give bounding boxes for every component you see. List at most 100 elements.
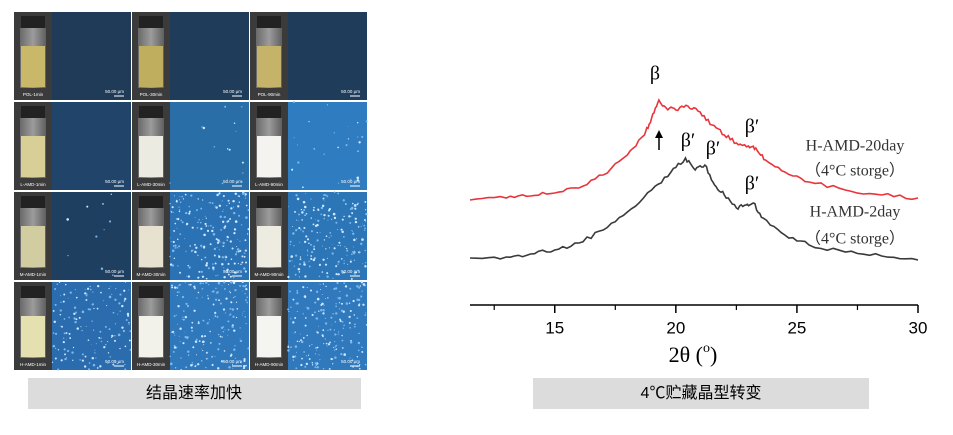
crystal-speck xyxy=(52,332,55,334)
crystal-speck xyxy=(322,312,325,315)
crystal-speck xyxy=(186,304,190,308)
crystal-speck xyxy=(308,345,311,347)
crystal-speck xyxy=(91,303,95,306)
crystal-speck xyxy=(296,340,299,343)
series-note: （4°C storge） xyxy=(805,230,905,248)
crystal-speck xyxy=(228,202,231,204)
micrograph xyxy=(288,12,367,100)
scale-label: 50.00 μm xyxy=(341,359,360,364)
crystal-speck xyxy=(192,249,194,251)
crystal-speck xyxy=(205,217,207,219)
crystal-speck xyxy=(90,288,92,291)
crystal-speck xyxy=(172,245,175,247)
crystal-speck xyxy=(208,202,210,204)
crystal-speck xyxy=(201,348,203,350)
crystal-speck xyxy=(232,315,235,318)
crystal-speck xyxy=(234,344,236,347)
crystal-speck xyxy=(116,363,118,365)
crystal-speck xyxy=(204,215,206,217)
crystal-speck xyxy=(365,324,368,326)
crystal-speck xyxy=(344,246,346,248)
crystal-speck xyxy=(103,229,105,231)
vial-label: M-AMD-1min xyxy=(20,272,47,277)
crystal-speck xyxy=(86,287,90,290)
crystal-speck xyxy=(245,216,248,219)
crystal-speck xyxy=(237,205,240,208)
crystal-speck xyxy=(92,291,94,293)
crystal-speck xyxy=(345,294,349,297)
vial-liquid xyxy=(21,46,45,87)
crystal-speck xyxy=(215,206,218,209)
crystal-speck xyxy=(318,310,320,312)
crystal-speck xyxy=(339,319,342,322)
crystal-speck xyxy=(338,296,341,300)
crystal-speck xyxy=(364,209,367,211)
crystal-speck xyxy=(94,349,96,351)
crystal-speck xyxy=(350,259,352,261)
crystal-speck xyxy=(351,359,354,361)
crystal-speck xyxy=(317,208,320,211)
crystal-speck xyxy=(340,309,344,312)
crystal-speck xyxy=(290,306,292,309)
crystal-speck xyxy=(308,121,310,123)
crystal-speck xyxy=(306,307,310,310)
crystal-speck xyxy=(216,367,220,370)
crystal-speck xyxy=(244,249,247,252)
crystal-speck xyxy=(175,217,178,220)
crystal-speck xyxy=(227,328,230,331)
crystal-speck xyxy=(99,330,102,333)
crystal-speck xyxy=(121,326,124,329)
vial-cap xyxy=(21,196,45,208)
crystal-speck xyxy=(182,342,185,345)
crystal-speck xyxy=(209,330,211,333)
crystal-speck xyxy=(107,352,110,354)
crystal-speck xyxy=(178,206,180,208)
crystal-speck xyxy=(287,308,290,311)
crystal-speck xyxy=(218,342,221,345)
crystal-speck xyxy=(361,135,364,138)
crystal-speck xyxy=(81,310,85,314)
crystal-speck xyxy=(124,297,127,301)
crystal-speck xyxy=(231,363,234,365)
crystal-speck xyxy=(332,313,334,315)
crystal-speck xyxy=(335,221,338,224)
crystal-speck xyxy=(364,363,367,366)
crystal-speck xyxy=(200,360,203,362)
crystal-speck xyxy=(365,262,367,264)
crystal-speck xyxy=(347,138,350,140)
crystal-speck xyxy=(172,211,174,213)
crystal-speck xyxy=(200,270,203,274)
crystal-speck xyxy=(190,250,193,253)
crystal-speck xyxy=(361,290,363,292)
crystal-speck xyxy=(93,307,95,310)
crystal-speck xyxy=(364,227,366,230)
scale-label: 50.00 μm xyxy=(223,269,242,274)
crystal-speck xyxy=(222,210,224,213)
x-tick-label: 15 xyxy=(545,318,564,337)
crystal-speck xyxy=(194,365,197,368)
crystal-speck xyxy=(197,322,200,325)
crystal-speck xyxy=(171,284,173,287)
crystal-speck xyxy=(205,225,208,227)
crystal-speck xyxy=(350,207,354,210)
crystal-speck xyxy=(213,247,217,251)
crystal-speck xyxy=(304,214,306,216)
crystal-speck xyxy=(239,339,243,343)
crystal-speck xyxy=(63,332,66,335)
crystal-speck xyxy=(357,341,361,345)
crystal-speck xyxy=(221,200,223,202)
crystal-speck xyxy=(216,315,219,318)
crystal-speck xyxy=(320,206,324,210)
crystal-speck xyxy=(75,296,78,299)
crystal-speck xyxy=(288,311,290,312)
crystal-speck xyxy=(73,306,77,309)
crystal-speck xyxy=(100,291,102,294)
crystal-speck xyxy=(322,335,324,338)
crystal-speck xyxy=(63,337,65,339)
xrd-curve xyxy=(469,98,919,201)
crystal-speck xyxy=(57,368,60,371)
crystal-speck xyxy=(119,347,121,350)
crystal-speck xyxy=(205,262,209,265)
crystal-speck xyxy=(190,364,193,367)
crystal-speck xyxy=(300,333,302,335)
